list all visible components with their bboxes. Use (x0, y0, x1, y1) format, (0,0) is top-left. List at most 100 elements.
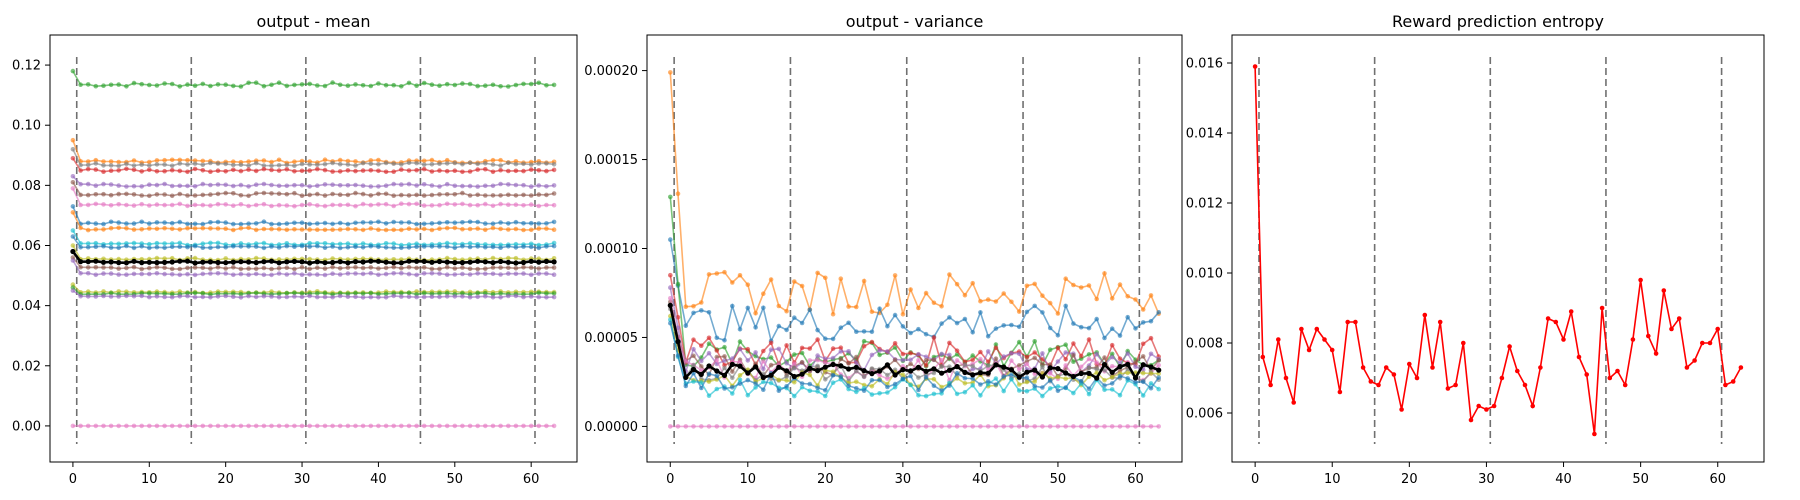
data-point (93, 83, 99, 89)
data-point (1252, 64, 1258, 69)
data-point (368, 294, 374, 300)
data-point (253, 160, 259, 166)
data-point (414, 160, 419, 166)
data-point (683, 359, 689, 364)
data-point (1538, 365, 1543, 370)
data-point (444, 423, 450, 429)
data-point (1032, 281, 1037, 287)
data-point (406, 181, 412, 187)
data-point (1055, 366, 1061, 372)
data-point (353, 168, 358, 174)
data-point (93, 423, 99, 429)
data-point (383, 82, 389, 88)
data-point (900, 372, 906, 378)
data-point (970, 330, 975, 335)
data-point (169, 193, 175, 199)
data-point (284, 183, 290, 189)
data-point (124, 184, 129, 189)
data-point (231, 423, 236, 429)
data-point (192, 290, 198, 296)
data-point (124, 265, 129, 271)
data-point (406, 271, 412, 277)
series-line (72, 206, 555, 225)
data-point (261, 181, 267, 187)
data-point (93, 272, 99, 278)
y-tick-label: 0.12 (12, 59, 41, 74)
data-point (238, 84, 244, 89)
data-point (215, 423, 221, 429)
data-point (737, 359, 743, 365)
data-point (429, 169, 435, 174)
data-point (722, 424, 727, 429)
data-point (1086, 352, 1092, 357)
data-point (391, 245, 397, 250)
data-point (284, 259, 290, 265)
y-tick-label: 0.00000 (584, 420, 638, 435)
data-point (147, 271, 152, 277)
y-tick-label: 0.08 (12, 179, 41, 194)
data-point (815, 337, 820, 342)
data-point (429, 244, 435, 249)
data-point (1063, 303, 1068, 309)
data-point (368, 202, 374, 208)
data-point (246, 193, 251, 199)
data-point (200, 158, 206, 164)
data-point (528, 193, 534, 198)
data-point (337, 259, 343, 265)
data-point (1001, 374, 1006, 379)
series-line (72, 188, 555, 208)
data-point (543, 258, 550, 264)
data-point (70, 243, 76, 248)
data-point (475, 258, 481, 264)
data-point (78, 259, 84, 265)
data-point (399, 290, 404, 296)
data-point (1140, 379, 1146, 385)
data-point (200, 168, 206, 173)
data-point (276, 271, 282, 276)
data-point (101, 169, 106, 174)
data-point (1032, 424, 1037, 429)
data-point (307, 240, 313, 246)
series-line (72, 289, 555, 299)
data-point (691, 310, 696, 316)
data-point (154, 244, 160, 250)
data-point (322, 83, 328, 89)
data-point (923, 358, 929, 363)
data-point (200, 162, 206, 168)
data-point (368, 184, 374, 189)
data-point (276, 163, 282, 168)
data-point (1156, 362, 1161, 368)
data-point (360, 191, 366, 197)
data-point (383, 271, 389, 277)
data-point (437, 161, 442, 166)
data-point (315, 227, 320, 232)
data-point (706, 341, 712, 347)
data-point (337, 245, 343, 251)
data-point (892, 381, 898, 387)
data-point (498, 258, 504, 265)
data-point (147, 265, 152, 271)
data-point (116, 256, 121, 262)
data-point (490, 225, 496, 231)
data-point (399, 270, 404, 276)
data-point (823, 388, 828, 393)
data-point (544, 271, 549, 276)
data-point (162, 162, 167, 167)
series-line (72, 70, 555, 88)
data-point (231, 159, 236, 164)
data-point (490, 162, 496, 167)
data-point (861, 388, 867, 394)
data-point (200, 225, 206, 231)
data-point (784, 368, 790, 374)
data-point (1055, 374, 1061, 380)
data-point (1071, 390, 1076, 396)
data-point (223, 266, 228, 271)
data-point (85, 259, 91, 265)
data-point (192, 166, 198, 172)
data-point (745, 424, 751, 429)
data-point (1063, 363, 1068, 368)
data-point (551, 243, 557, 249)
data-point (85, 159, 91, 164)
data-point (101, 423, 106, 429)
data-point (315, 294, 320, 300)
